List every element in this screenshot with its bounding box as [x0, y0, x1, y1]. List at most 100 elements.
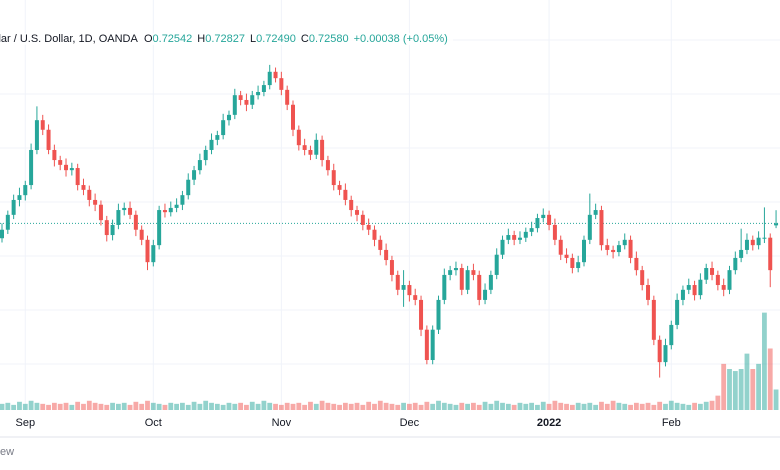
volume-bar — [377, 400, 383, 410]
candle-body — [471, 270, 476, 275]
candle-body — [640, 270, 645, 286]
change: +0.00038 (+0.05%) — [353, 33, 448, 45]
candle-body — [58, 160, 63, 165]
volume-bar — [133, 401, 139, 410]
candle-body — [442, 274, 447, 300]
candle-body — [197, 160, 202, 171]
volume-bar — [593, 404, 599, 410]
candle-body — [506, 235, 511, 240]
volume-bar — [191, 401, 197, 410]
volume-bar — [121, 402, 127, 410]
candle-body — [139, 229, 144, 240]
volume-bar — [81, 403, 86, 410]
volume-bar — [540, 401, 546, 410]
volume-bar — [587, 402, 593, 410]
volume-bar — [633, 402, 639, 410]
volume-bar — [709, 400, 715, 410]
grid — [0, 0, 780, 410]
volume-bar — [407, 403, 412, 410]
volume-bar — [767, 348, 773, 410]
candle-body — [634, 257, 639, 271]
volume-bar — [668, 400, 674, 410]
volume-bar — [698, 403, 703, 410]
volume-bar — [185, 404, 191, 410]
volume-bar — [412, 402, 418, 410]
volume-bar — [651, 404, 657, 410]
candle-body — [593, 210, 598, 215]
candle-body — [721, 285, 726, 290]
volume-bar — [715, 395, 721, 410]
volume-bar — [721, 363, 727, 410]
candle-body — [680, 289, 685, 300]
volume-bar — [104, 404, 110, 410]
candle-body — [279, 78, 284, 90]
volume-bar — [628, 404, 633, 410]
field-value: 0.72827 — [205, 33, 245, 45]
volume-bar — [116, 403, 121, 410]
volume-bar — [732, 371, 738, 410]
candle-body — [744, 239, 749, 250]
candle-body — [34, 120, 39, 150]
candle-body — [407, 285, 412, 296]
volume-bar — [197, 403, 203, 410]
candle-body — [698, 279, 703, 296]
candle-body — [209, 139, 214, 150]
candle-body — [675, 299, 680, 325]
candle-body — [570, 257, 575, 269]
volume-bar — [494, 400, 500, 410]
candle-body — [256, 91, 261, 96]
candle-body — [756, 237, 761, 246]
candle-body — [517, 237, 522, 240]
x-tick-label: Oct — [145, 417, 162, 429]
volume-bar — [5, 402, 11, 410]
volume-bar — [418, 404, 424, 410]
candle-body — [453, 268, 458, 271]
candle-body — [605, 245, 610, 250]
volume-bar — [500, 402, 505, 410]
volume-bar — [174, 403, 179, 410]
candle-body — [547, 214, 552, 225]
candle-body — [128, 207, 133, 215]
candle-body — [273, 71, 278, 79]
volume-bar — [546, 403, 552, 410]
candle-body — [203, 149, 208, 161]
x-tick-label: Feb — [662, 417, 681, 429]
volume-bar — [57, 403, 63, 410]
field-label: H — [197, 33, 206, 45]
volume-bar — [127, 404, 133, 410]
candle-body — [157, 210, 162, 246]
candle-body — [267, 71, 272, 86]
candle-body — [349, 199, 354, 211]
volume-bar — [98, 403, 104, 410]
volume-bar — [69, 404, 75, 410]
x-tick-label: Sep — [15, 417, 35, 429]
volume-bar — [51, 402, 57, 410]
volume-bar — [552, 400, 558, 410]
volume-bar — [220, 404, 226, 410]
volume-bar — [535, 404, 540, 410]
field-label: O — [143, 33, 153, 45]
candle-body — [733, 257, 738, 271]
field-value: 0.72580 — [308, 33, 349, 45]
volume-bar — [453, 404, 459, 410]
volume-bar — [692, 402, 697, 410]
volume-bar — [348, 403, 354, 410]
volume-bar — [284, 402, 290, 410]
volume-bar — [610, 400, 616, 410]
candle-body — [704, 268, 709, 280]
candle-body — [483, 289, 488, 300]
volume-bar — [162, 404, 168, 410]
volume-bar — [366, 401, 372, 410]
volume-bar — [0, 403, 5, 410]
volume-bar — [156, 403, 162, 410]
candle-body — [320, 139, 325, 161]
volume-bar — [302, 404, 308, 410]
volume-bar — [657, 401, 663, 410]
volume-bar — [28, 400, 34, 410]
candle-body — [552, 224, 557, 240]
candle-body — [325, 160, 330, 171]
volume-bar — [616, 402, 622, 410]
candle-body — [192, 170, 197, 180]
